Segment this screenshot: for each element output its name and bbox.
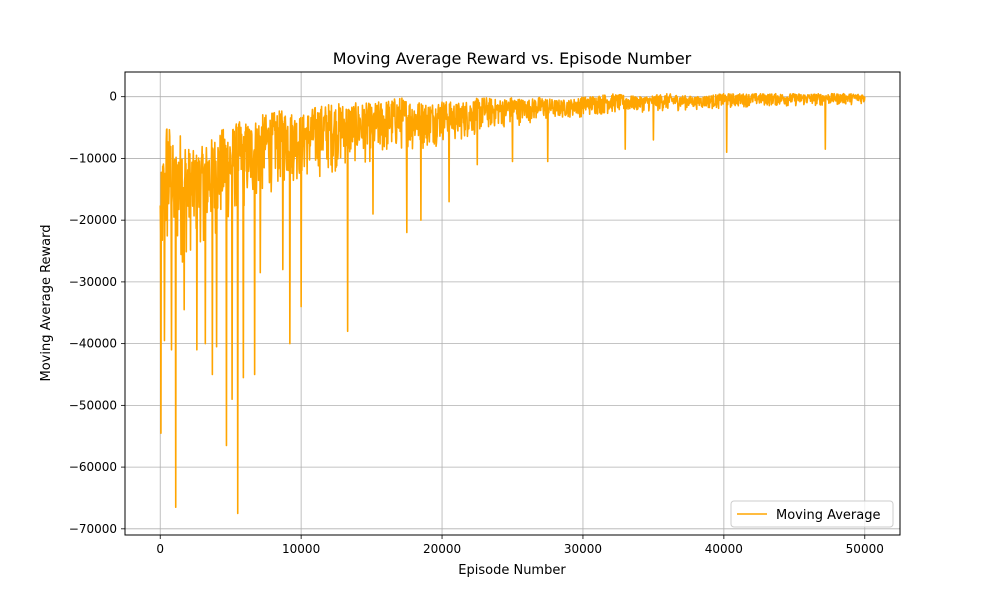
plot-frame [124,71,901,536]
x-tick-label: 50000 [846,542,884,556]
y-axis: 0 −10000 −20000 −30000 −40000 −50000 −60000 −70… [69,90,125,536]
y-tick-label: −70000 [69,522,117,536]
y-tick-label: −50000 [69,398,117,412]
chart-title: Moving Average Reward vs. Episode Number [333,49,692,68]
y-tick-label: −60000 [69,460,117,474]
y-tick-label: −10000 [69,151,117,165]
x-tick-label: 0 [156,542,164,556]
legend: Moving Average [730,500,894,528]
y-tick-label: −40000 [69,337,117,351]
x-axis-label: Episode Number [458,563,566,578]
legend-box [730,500,894,528]
y-axis-label: Moving Average Reward [39,224,54,381]
legend-label-moving-average: Moving Average [776,508,880,523]
x-tick-label: 10000 [282,542,320,556]
y-tick-label: −30000 [69,275,117,289]
x-tick-label: 40000 [705,542,743,556]
x-tick-label: 20000 [423,542,461,556]
y-tick-label: 0 [109,90,117,104]
series-line-moving-average [159,92,866,515]
x-tick-label: 30000 [564,542,602,556]
y-tick-label: −20000 [69,213,117,227]
x-axis: 0 10000 20000 30000 40000 50000 [156,535,884,556]
series-layer [159,92,866,515]
